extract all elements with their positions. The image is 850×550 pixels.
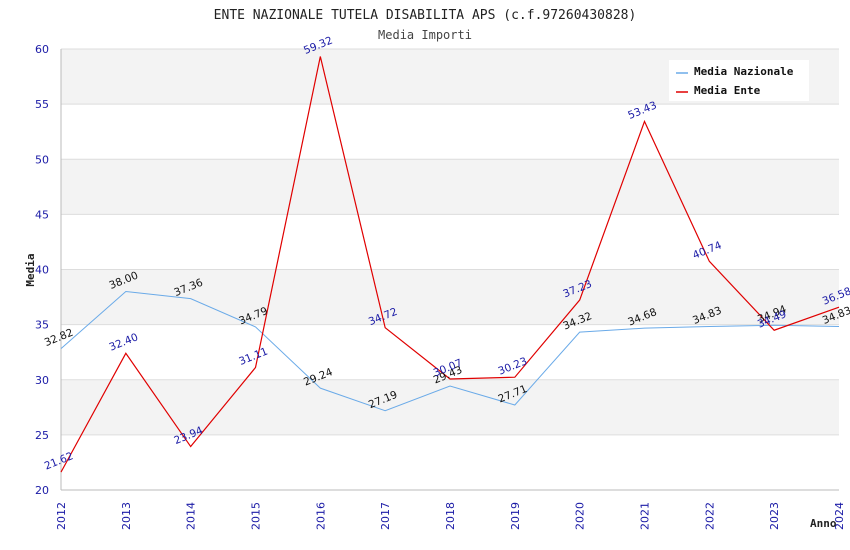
y-tick-label: 25: [35, 429, 49, 442]
y-tick-label: 55: [35, 98, 49, 111]
series-layer: [60, 56, 840, 473]
grid-bands: [61, 49, 839, 490]
legend-label-media-nazionale: Media Nazionale: [694, 65, 794, 78]
y-tick-label: 35: [35, 319, 49, 332]
x-tick-label: 2018: [444, 502, 457, 530]
x-tick-label: 2017: [379, 502, 392, 530]
x-tick-label: 2012: [55, 502, 68, 530]
grid-band: [61, 324, 839, 380]
legend-label-media-ente: Media Ente: [694, 84, 761, 97]
x-tick-label: 2013: [120, 502, 133, 530]
y-tick-label: 60: [35, 43, 49, 56]
y-tick-label: 45: [35, 208, 49, 221]
y-tick-label: 20: [35, 484, 49, 497]
legend: Media Nazionale Media Ente: [669, 60, 809, 101]
x-tick-label: 2014: [185, 502, 198, 530]
x-tick-labels: 2012 2013 2014 2015 2016 2017 2018 2019 2020 2021…: [55, 502, 846, 530]
grid-band: [61, 269, 839, 325]
series-line-media-ente: [60, 56, 840, 473]
grid-band: [61, 104, 839, 160]
grid-band: [61, 214, 839, 270]
y-tick-labels: 20 25 30 35 40 45 50 55 60: [35, 43, 49, 497]
legend-box: [669, 60, 809, 101]
x-tick-label: 2024: [833, 502, 846, 530]
chart-title: ENTE NAZIONALE TUTELA DISABILITA APS (c.…: [214, 8, 637, 23]
y-tick-label: 50: [35, 153, 49, 166]
grid-band: [61, 379, 839, 435]
x-tick-label: 2020: [574, 502, 587, 530]
x-axis-label: Anno: [810, 517, 837, 530]
grid-band: [61, 434, 839, 490]
x-tick-label: 2022: [703, 502, 716, 530]
grid-band: [61, 159, 839, 215]
x-tick-label: 2023: [768, 502, 781, 530]
y-tick-label: 30: [35, 374, 49, 387]
y-axis-label: Media: [24, 253, 37, 286]
series-line-media-nazionale: [60, 291, 840, 412]
y-tick-label: 40: [35, 264, 49, 277]
x-tick-label: 2016: [314, 502, 327, 530]
x-tick-label: 2021: [639, 502, 652, 530]
x-tick-label: 2015: [250, 502, 263, 530]
x-tick-label: 2019: [509, 502, 522, 530]
chart-subtitle: Media Importi: [378, 28, 472, 42]
